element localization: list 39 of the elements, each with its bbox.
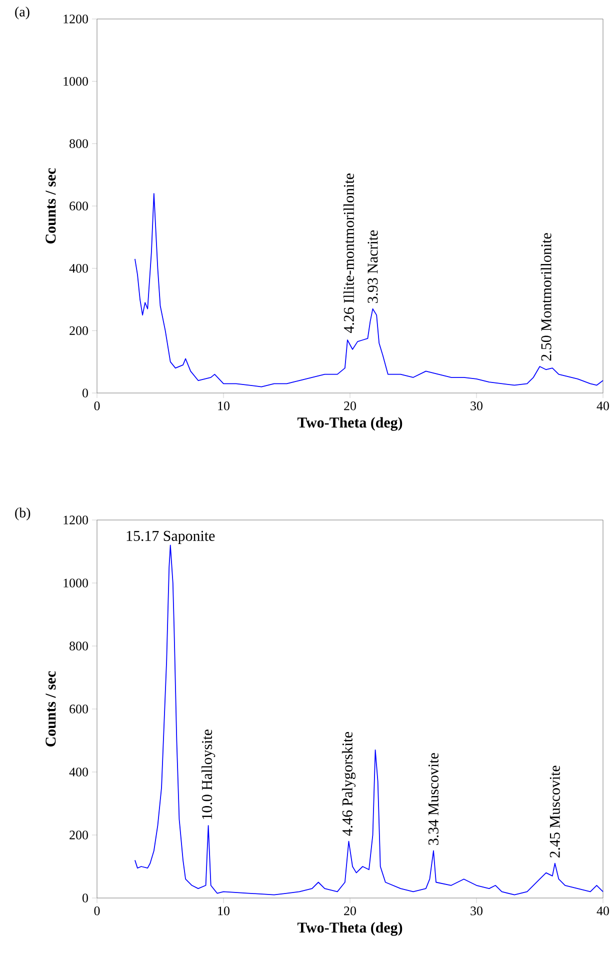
annotation: 4.26 Illite-montmorillonite (343, 174, 354, 333)
line-series (134, 544, 604, 896)
chart-title: (a) (15, 6, 30, 20)
y-tick-label: 600 (70, 202, 88, 210)
annotation: 2.50 Montmorillonite (540, 233, 552, 361)
annotation: 4.46 Palygorskite (342, 732, 356, 836)
y-tick-label: 0 (82, 388, 88, 398)
y-tick-label: 1200 (64, 14, 88, 24)
y-tick-label: 800 (70, 642, 88, 650)
y-tick-label: 400 (69, 264, 88, 273)
y-tick-label: 1000 (64, 578, 88, 588)
y-tick-label: 600 (70, 704, 88, 714)
y-axis-title: Counts / sec (46, 671, 56, 746)
x-tick-label: 20 (344, 402, 356, 410)
y-tick-label: 400 (69, 768, 88, 776)
x-tick-label: 30 (470, 906, 482, 916)
y-tick-label: 200 (70, 326, 88, 336)
chart-title: (b) (15, 508, 30, 520)
annotation: 3.34 Muscovite (428, 753, 439, 845)
y-tick-label: 800 (70, 139, 88, 148)
x-tick-label: 10 (218, 402, 230, 410)
x-axis-title: Two-Theta (deg) (297, 417, 402, 431)
x-axis-title: Two-Theta (deg) (297, 922, 402, 936)
y-tick-label: 1000 (64, 76, 88, 86)
x-tick-label: 10 (218, 906, 230, 916)
y-tick-label: 0 (82, 894, 88, 902)
annotation: 10.0 Halloysite (202, 730, 216, 820)
x-tick-label: 20 (344, 906, 356, 916)
x-tick-label: 40 (596, 402, 609, 410)
x-tick-label: 0 (94, 402, 100, 410)
y-axis-title: Counts / sec (46, 168, 56, 244)
annotation: 15.17 Saponite (126, 530, 215, 544)
annotation: 3.93 Nacrite (368, 230, 378, 303)
annotation: 2.45 Muscovite (550, 766, 560, 858)
x-tick-label: 0 (94, 906, 100, 916)
y-tick-label: 200 (70, 830, 88, 840)
x-tick-label: 40 (596, 906, 609, 916)
y-tick-label: 1200 (64, 516, 88, 524)
x-tick-label: 30 (470, 402, 482, 410)
